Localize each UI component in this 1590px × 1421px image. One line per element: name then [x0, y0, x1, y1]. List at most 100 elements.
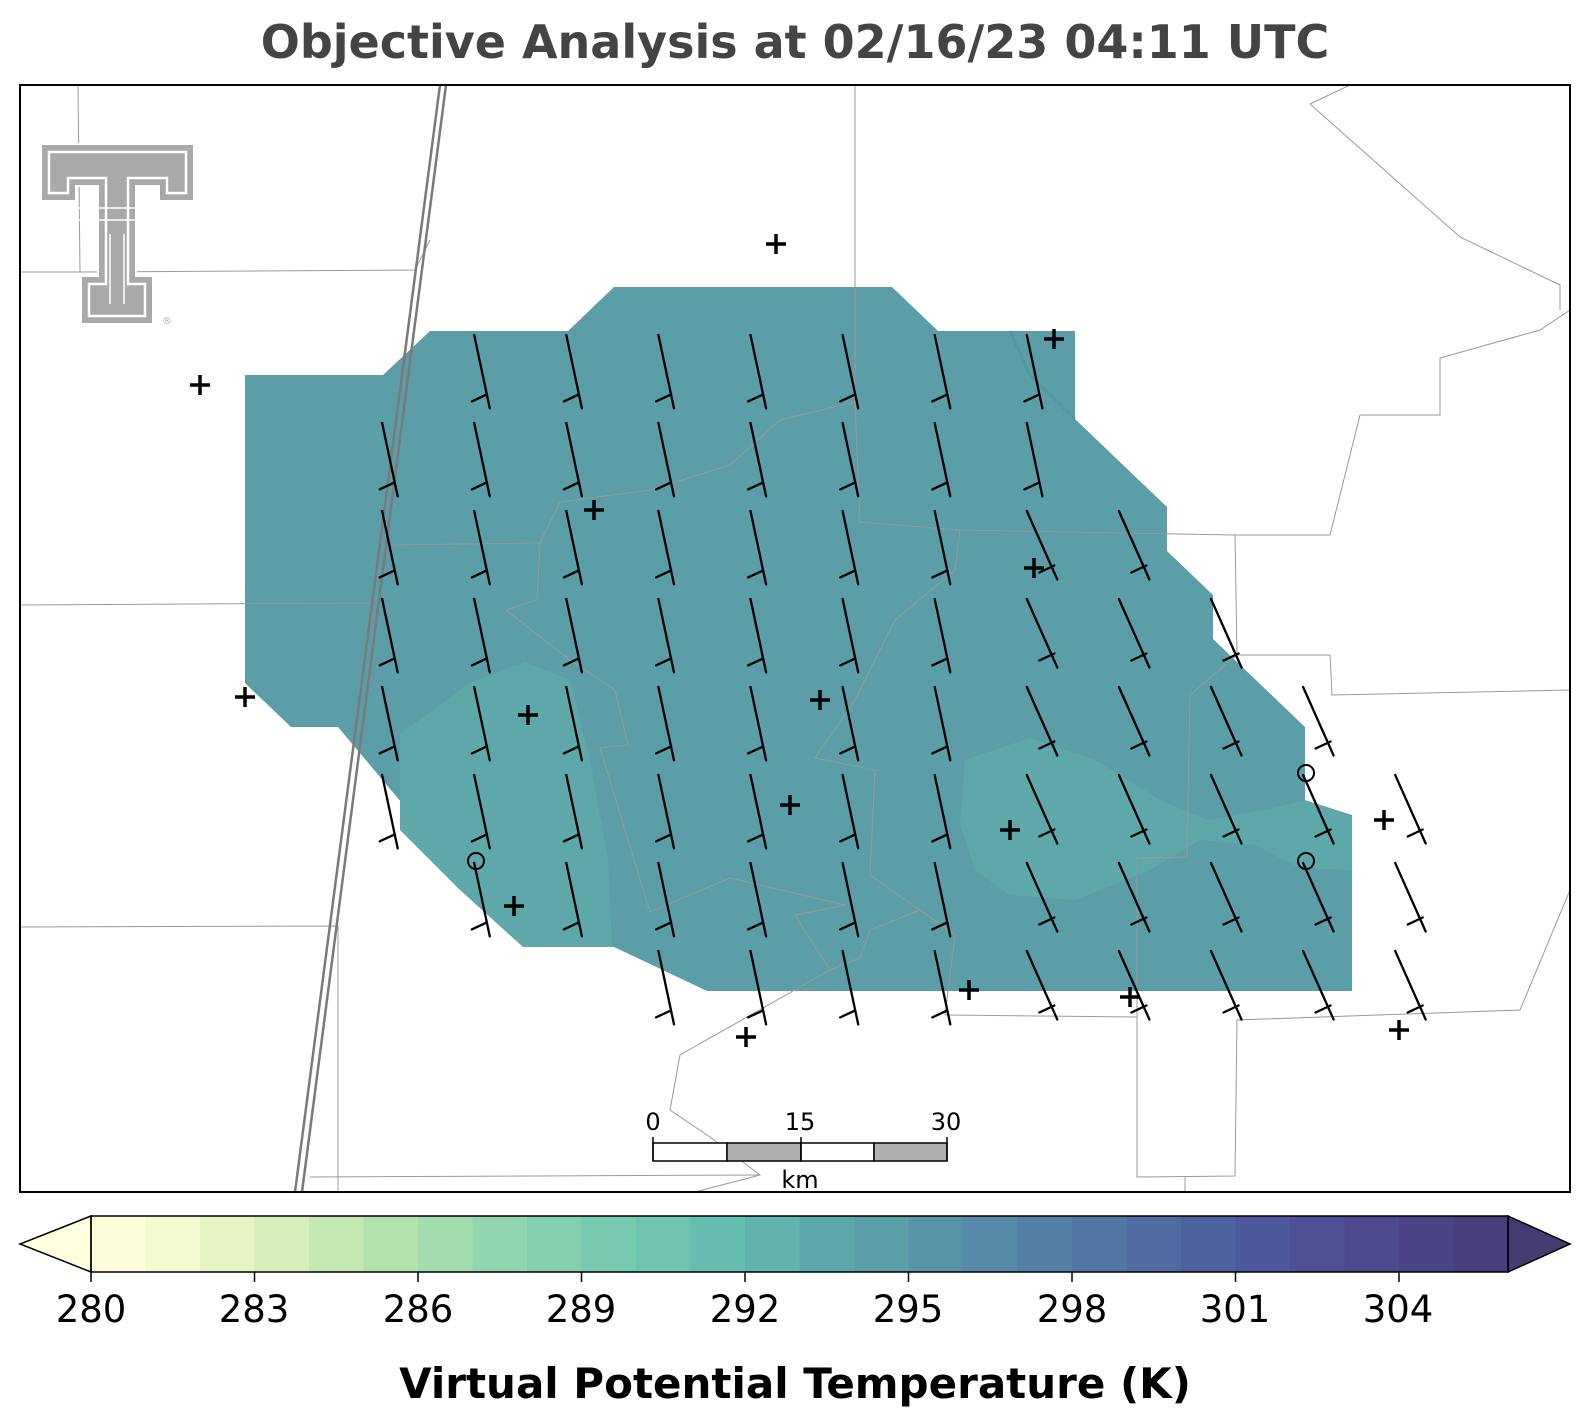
interstate-highway	[293, 85, 448, 1192]
station-markers	[190, 234, 1409, 1047]
scale-bar: 0 15 30 km	[645, 1108, 961, 1194]
analysis-field	[245, 287, 1352, 991]
wind-barb	[470, 421, 491, 498]
station-plus-marker	[780, 795, 800, 815]
wind-barb	[1025, 861, 1059, 933]
wind-barb	[470, 509, 491, 586]
station-plus-marker	[1024, 558, 1044, 578]
wind-barb	[1023, 421, 1044, 498]
wind-barb	[1301, 685, 1335, 757]
wind-barb	[1025, 685, 1059, 757]
station-plus-marker	[959, 980, 979, 1000]
wind-barb	[1209, 773, 1243, 845]
colorbar-bin	[418, 1216, 474, 1272]
colorbar-tick-label: 289	[546, 1288, 617, 1331]
wind-barb	[931, 509, 952, 586]
scale-segment	[800, 1142, 875, 1162]
colorbar-bin	[1126, 1216, 1182, 1272]
colorbar-bin	[963, 1216, 1019, 1272]
wind-barb	[562, 685, 584, 762]
wind-barbs	[378, 333, 1427, 1026]
wind-barb	[1117, 861, 1151, 933]
station-circle-marker	[467, 852, 485, 870]
wind-barb	[562, 861, 584, 938]
station-circle-marker	[1297, 852, 1315, 870]
wind-barb	[1209, 861, 1243, 933]
station-plus-marker	[1000, 820, 1020, 840]
colorbar-bin	[1072, 1216, 1128, 1272]
colorbar-bin	[200, 1216, 256, 1272]
scale-segment	[726, 1142, 802, 1162]
wind-barb	[470, 861, 491, 938]
colorbar-tick-label: 304	[1363, 1288, 1434, 1331]
county-boundaries	[20, 85, 1570, 1192]
colorbar-bin	[1235, 1216, 1291, 1272]
wind-barb	[1117, 685, 1151, 757]
colorbar-tick-label: 298	[1037, 1288, 1108, 1331]
station-plus-marker	[518, 705, 538, 725]
colorbar-bin	[91, 1216, 147, 1272]
wind-barb	[1025, 949, 1059, 1021]
wind-barb	[931, 773, 952, 850]
scale-label-15: 15	[785, 1108, 816, 1136]
wind-barb	[746, 333, 768, 410]
wind-barb	[654, 773, 676, 850]
wind-barb	[654, 333, 676, 410]
wind-barb	[1117, 949, 1151, 1021]
colorbar-bin	[854, 1216, 910, 1272]
wind-barb	[746, 509, 768, 586]
wind-barb	[746, 597, 768, 674]
colorbar-bin	[527, 1216, 583, 1272]
wind-barb	[1025, 509, 1059, 581]
wind-barb	[378, 685, 399, 762]
scale-label-0: 0	[645, 1108, 660, 1136]
colorbar-title: Virtual Potential Temperature (K)	[399, 1359, 1191, 1408]
wind-barb	[839, 421, 860, 498]
colorbar-tick-label: 283	[219, 1288, 290, 1331]
wind-barb	[746, 861, 768, 938]
wind-barb	[654, 949, 676, 1026]
colorbar-tick-label: 301	[1200, 1288, 1271, 1331]
wind-barb	[1117, 773, 1151, 845]
wind-barb	[931, 421, 952, 498]
station-plus-marker	[1374, 810, 1394, 830]
wind-barb	[562, 333, 584, 410]
wind-barb	[562, 773, 584, 850]
wind-barb	[839, 773, 860, 850]
wind-barb	[654, 685, 676, 762]
wind-barb	[839, 333, 860, 410]
wind-barb	[839, 685, 860, 762]
colorbar	[17, 1214, 1572, 1274]
wind-barb	[378, 509, 399, 586]
colorbar-bin	[799, 1216, 855, 1272]
station-plus-marker	[1389, 1020, 1409, 1040]
wind-barb	[1394, 861, 1427, 933]
wind-barb	[562, 421, 584, 498]
colorbar-tick-label: 292	[710, 1288, 781, 1331]
colorbar-extend-high	[1507, 1214, 1572, 1274]
colorbar-bin	[581, 1216, 637, 1272]
wind-barb	[746, 685, 768, 762]
wind-barb	[1394, 949, 1427, 1021]
colorbar-bin	[472, 1216, 528, 1272]
station-plus-marker	[736, 1027, 756, 1047]
wind-barb	[839, 597, 860, 674]
wind-barb	[470, 597, 491, 674]
wind-barb	[378, 597, 399, 674]
colorbar-tick-label: 286	[383, 1288, 454, 1331]
figure-title: Objective Analysis at 02/16/23 04:11 UTC	[261, 15, 1330, 69]
wind-barb	[746, 773, 768, 850]
analysis-warm-pocket-south	[400, 662, 612, 947]
colorbar-bin	[908, 1216, 964, 1272]
wind-barb	[654, 597, 676, 674]
wind-barb	[1301, 861, 1335, 933]
wind-barb	[1023, 333, 1044, 410]
station-plus-marker	[766, 234, 786, 254]
wind-barb	[931, 949, 952, 1026]
scale-unit: km	[781, 1166, 818, 1194]
wind-barb	[1301, 773, 1335, 845]
wind-barb	[1117, 597, 1151, 669]
wind-barb	[562, 597, 584, 674]
wind-barb	[1209, 949, 1243, 1021]
station-plus-marker	[584, 500, 604, 520]
